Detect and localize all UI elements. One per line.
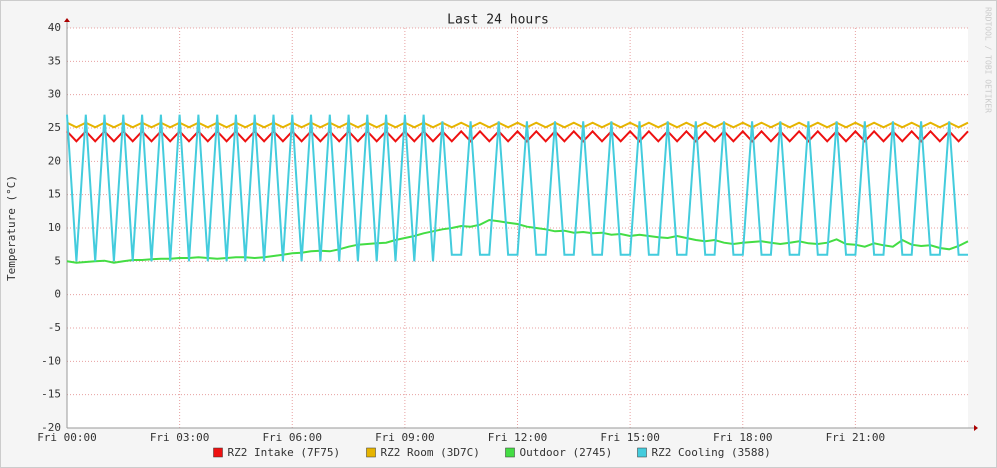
- y-tick-label: -5: [48, 321, 61, 334]
- y-axis-label: Temperature (°C): [5, 175, 18, 281]
- axis-arrow: [974, 425, 978, 431]
- x-tick-label: Fri 15:00: [600, 431, 660, 444]
- x-tick-label: Fri 21:00: [826, 431, 886, 444]
- x-tick-label: Fri 18:00: [713, 431, 773, 444]
- x-tick-label: Fri 09:00: [375, 431, 435, 444]
- x-tick-label: Fri 12:00: [488, 431, 548, 444]
- y-tick-label: 30: [48, 88, 61, 101]
- legend-swatch: [637, 447, 647, 458]
- y-tick-label: 20: [48, 154, 61, 167]
- x-tick-label: Fri 00:00: [37, 431, 97, 444]
- chart-title: Last 24 hours: [447, 13, 549, 28]
- legend-label: RZ2 Room (3D7C): [381, 446, 480, 459]
- y-tick-label: 35: [48, 54, 61, 67]
- y-tick-label: 15: [48, 188, 61, 201]
- y-tick-label: 5: [54, 254, 61, 267]
- y-tick-label: 40: [48, 21, 61, 34]
- watermark: RRDTOOL / TOBI OETIKER: [984, 7, 993, 113]
- y-tick-label: -10: [41, 354, 61, 367]
- y-tick-label: -20: [41, 421, 61, 434]
- axis-arrow: [64, 18, 70, 22]
- series-line: [66, 129, 969, 143]
- x-tick-label: Fri 06:00: [262, 431, 322, 444]
- y-tick-label: -15: [41, 388, 61, 401]
- legend-swatch: [505, 447, 515, 458]
- y-tick-label: 10: [48, 221, 61, 234]
- y-tick-label: 25: [48, 121, 61, 134]
- legend-label: RZ2 Intake (7F75): [228, 446, 341, 459]
- x-tick-label: Fri 03:00: [150, 431, 210, 444]
- series-line: [66, 114, 968, 262]
- legend-label: Outdoor (2745): [520, 446, 613, 459]
- legend-swatch: [366, 447, 376, 458]
- legend-label: RZ2 Cooling (3588): [652, 446, 771, 459]
- legend-swatch: [213, 447, 223, 458]
- y-tick-label: 0: [54, 288, 61, 301]
